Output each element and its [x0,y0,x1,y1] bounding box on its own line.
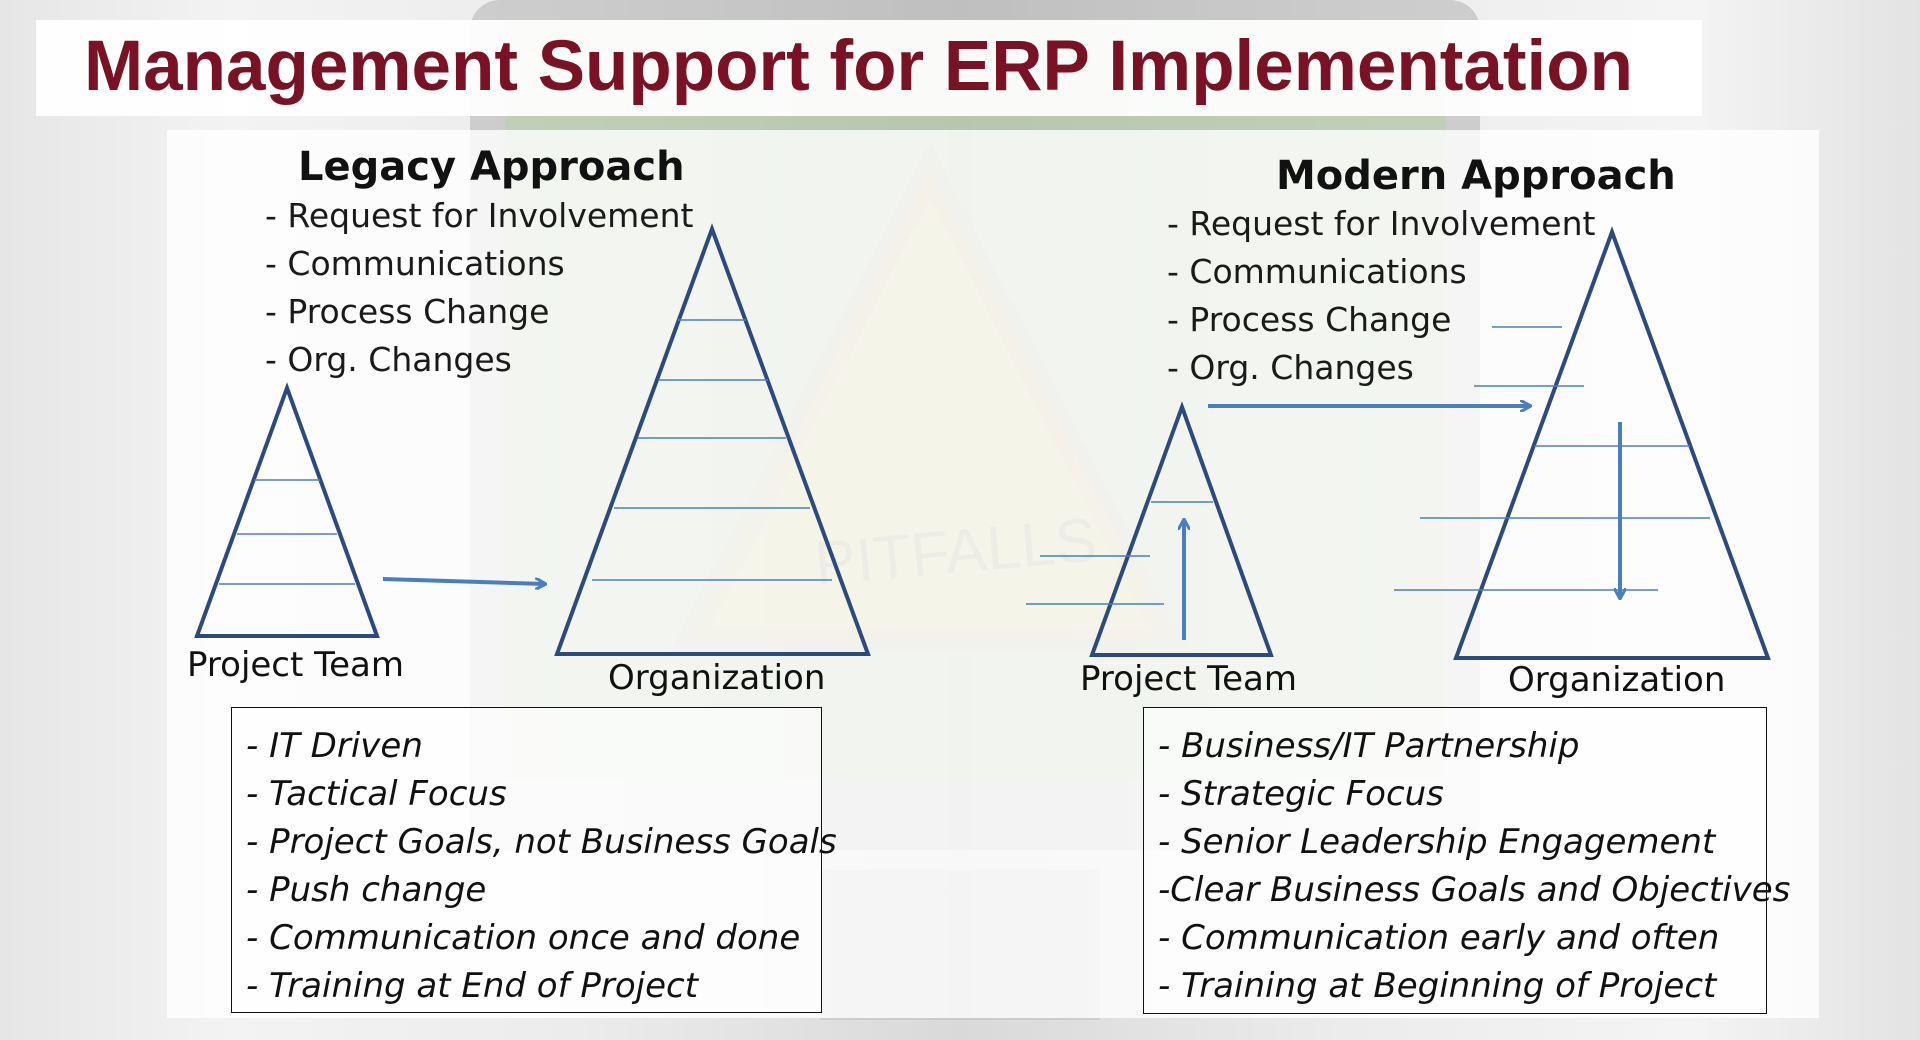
modern-organization-label: Organization [1508,660,1726,700]
modern-action-list: - Request for Involvement - Communicatio… [1167,200,1595,392]
modern-action-item: - Communications [1167,252,1467,291]
legacy-action-list: - Request for Involvement - Communicatio… [265,192,693,384]
legacy-characteristic: - IT Driven [246,726,423,766]
legacy-organization-pyramid [554,223,871,656]
modern-characteristic: - Communication early and often [1158,918,1720,958]
legacy-project-team-label: Project Team [187,645,404,685]
modern-heading: Modern Approach [1276,153,1676,199]
modern-project-team-pyramid [1026,401,1274,657]
modern-characteristic: - Business/IT Partnership [1158,726,1580,766]
modern-organization-pyramid [1394,226,1771,660]
modern-characteristic: - Senior Leadership Engagement [1158,822,1716,862]
modern-characteristics-box: - Business/IT Partnership - Strategic Fo… [1143,707,1791,1014]
modern-action-item: - Process Change [1167,300,1452,339]
legacy-action-item: - Communications [265,244,565,283]
legacy-characteristics-box: - IT Driven - Tactical Focus - Project G… [231,707,837,1013]
modern-action-item: - Org. Changes [1167,348,1414,387]
legacy-characteristic: - Tactical Focus [246,774,507,814]
legacy-characteristic: - Training at End of Project [246,966,699,1006]
legacy-push-arrow [382,577,545,584]
legacy-organization-label: Organization [608,658,826,698]
legacy-action-item: - Request for Involvement [265,196,694,235]
title-band [36,20,1702,116]
legacy-project-team-pyramid [194,382,380,638]
modern-characteristic: - Training at Beginning of Project [1158,966,1717,1006]
legacy-heading: Legacy Approach [298,144,685,190]
modern-project-team-label: Project Team [1080,659,1297,699]
modern-characteristic: -Clear Business Goals and Objectives [1158,870,1791,910]
legacy-characteristic: - Push change [246,870,487,910]
legacy-characteristic: - Communication once and done [246,918,801,958]
modern-action-item: - Request for Involvement [1167,204,1596,243]
legacy-action-item: - Org. Changes [265,340,512,379]
modern-characteristic: - Strategic Focus [1158,774,1444,814]
legacy-action-item: - Process Change [265,292,550,331]
page-title: Management Support for ERP Implementatio… [84,27,1633,106]
legacy-characteristic: - Project Goals, not Business Goals [246,822,837,862]
